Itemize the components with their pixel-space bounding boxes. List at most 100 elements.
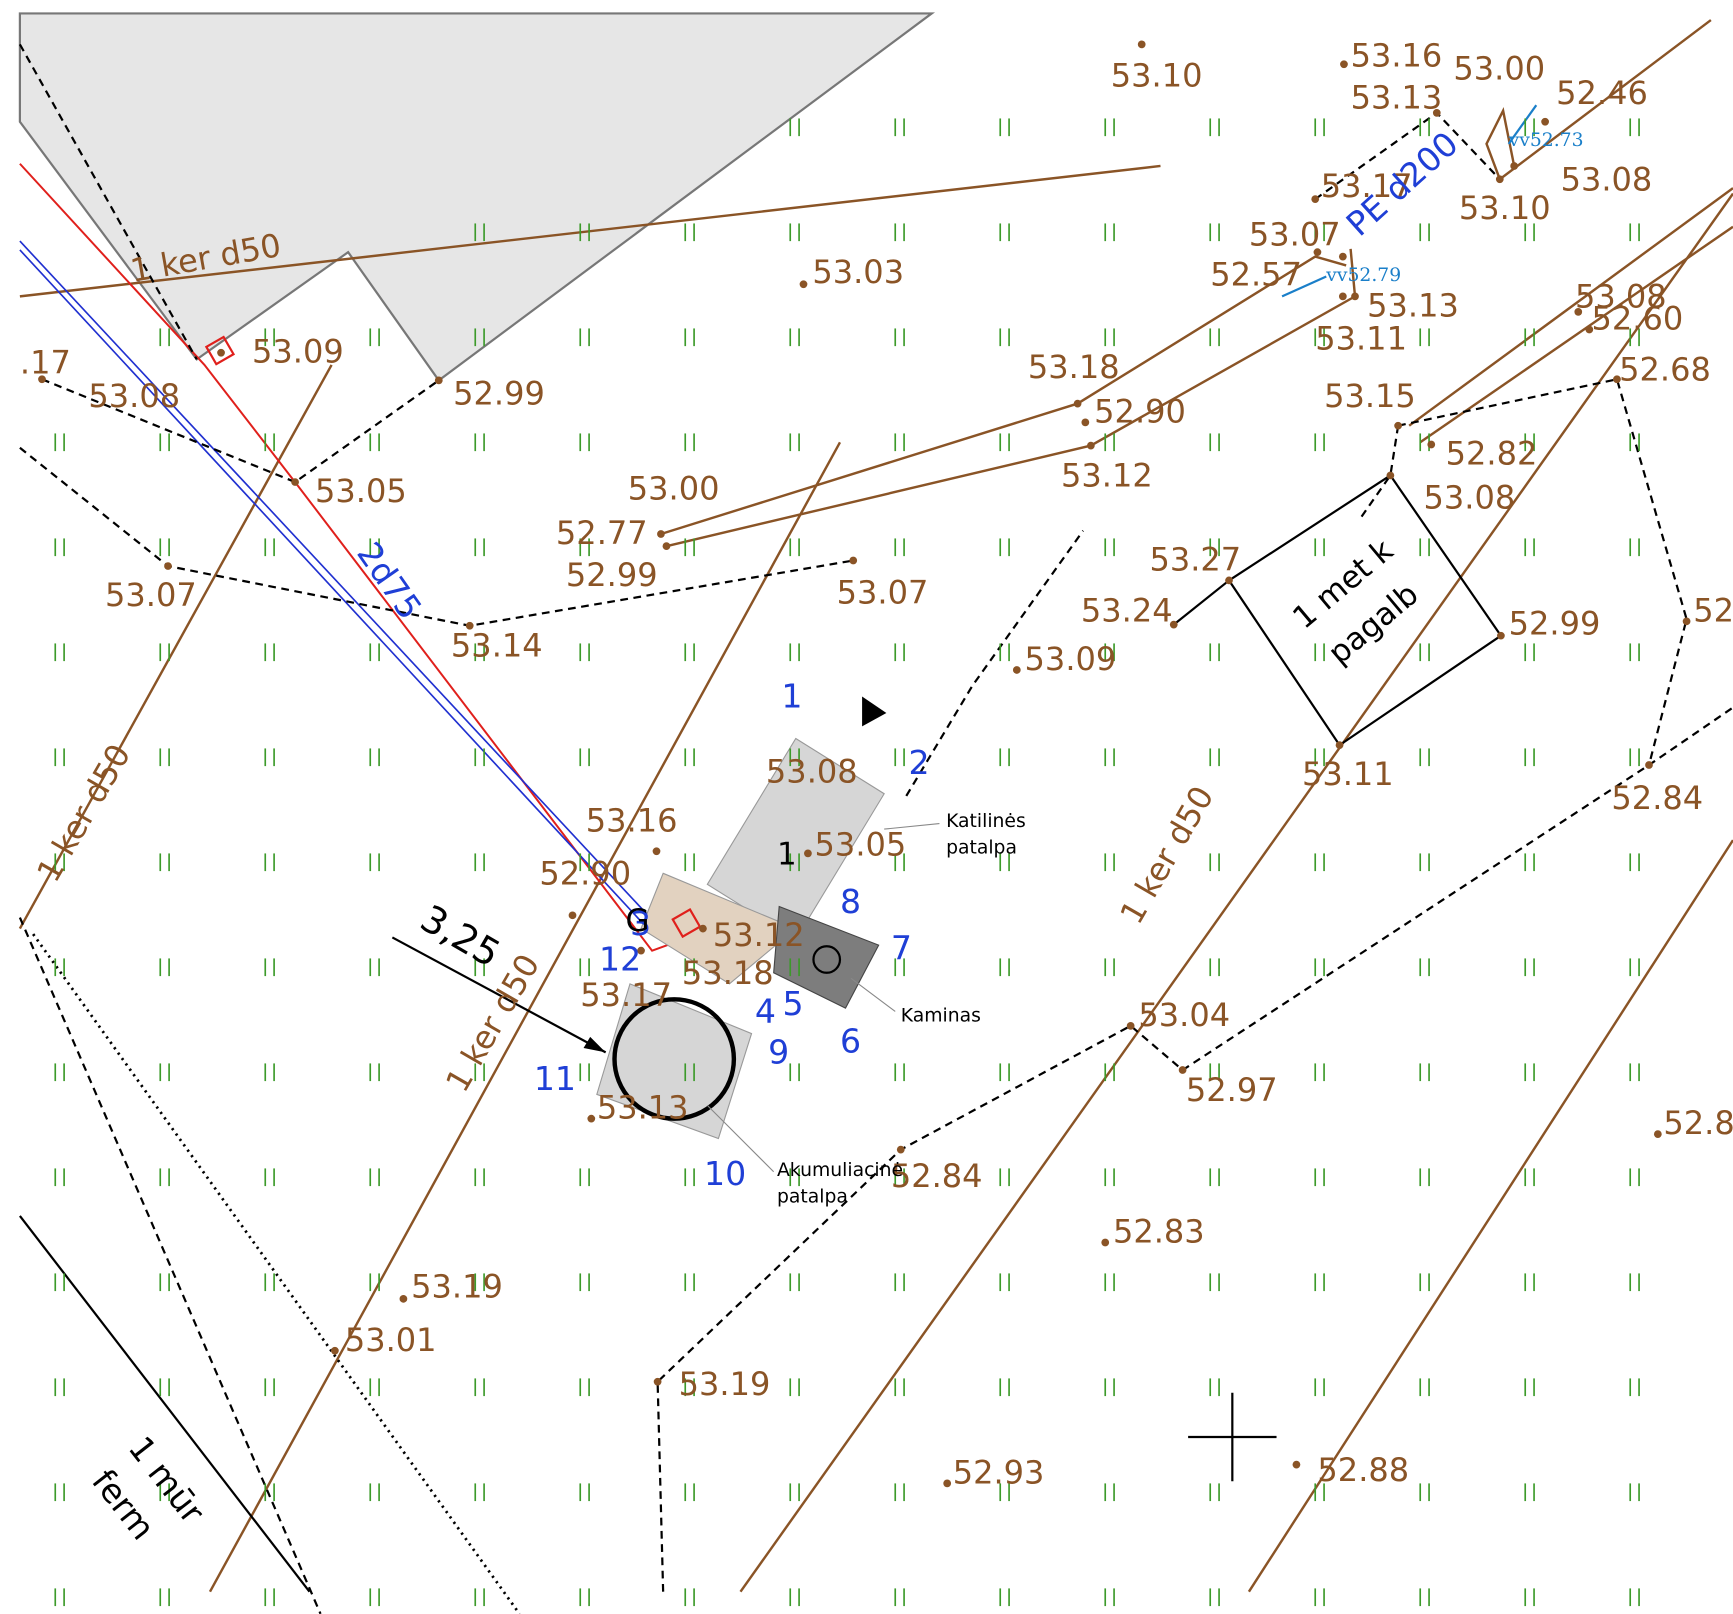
survey-point bbox=[804, 850, 812, 858]
elevation-label: 53.05 bbox=[315, 472, 407, 510]
elevation-label: 52.99 bbox=[1509, 605, 1601, 643]
elevation-label: 53.03 bbox=[812, 253, 904, 291]
elevation-label: 53.17 bbox=[580, 976, 672, 1014]
survey-point bbox=[657, 530, 665, 538]
point-number: 12 bbox=[599, 940, 641, 979]
survey-point bbox=[800, 280, 808, 288]
elevation-label: 53.14 bbox=[451, 627, 543, 665]
elevation-label: 53.27 bbox=[1149, 540, 1241, 578]
survey-point bbox=[1339, 253, 1347, 261]
elevation-label: 53.19 bbox=[679, 1365, 771, 1403]
survey-point bbox=[1336, 741, 1344, 749]
elevation-label: 53.09 bbox=[252, 333, 344, 371]
elevation-label: 53.12 bbox=[1061, 456, 1153, 494]
elevation-label: 53.05 bbox=[815, 826, 907, 864]
survey-point bbox=[1387, 472, 1395, 480]
survey-point bbox=[663, 542, 671, 550]
survey-point bbox=[1101, 1239, 1109, 1247]
survey-point bbox=[1394, 422, 1402, 430]
survey-point bbox=[1314, 248, 1322, 256]
survey-point bbox=[587, 1115, 595, 1123]
point-number: 2 bbox=[908, 743, 929, 782]
survey-point bbox=[331, 1347, 339, 1355]
elevation-label: .17 bbox=[20, 344, 71, 382]
elevation-label: 53.13 bbox=[1351, 78, 1443, 116]
elevation-label: 53.12 bbox=[713, 916, 805, 954]
elevation-label: 52.90 bbox=[539, 854, 631, 892]
survey-point bbox=[1293, 1461, 1301, 1469]
survey-point bbox=[1087, 442, 1095, 450]
elevation-label: 53.18 bbox=[1028, 348, 1120, 386]
survey-point bbox=[400, 1295, 408, 1303]
room-number: 1 bbox=[777, 836, 797, 872]
point-number: 4 bbox=[755, 992, 776, 1031]
room-label: patalpa bbox=[777, 1187, 848, 1208]
elevation-label: 53.08 bbox=[1424, 479, 1516, 517]
survey-point bbox=[1339, 293, 1347, 301]
elevation-label: 53.00 bbox=[1453, 50, 1545, 88]
valve-label: vv52.73 bbox=[1508, 130, 1584, 151]
elevation-label: 53.08 bbox=[88, 377, 180, 415]
elevation-label: 52 bbox=[1693, 591, 1733, 629]
elevation-label: 52.88 bbox=[1317, 1451, 1409, 1489]
survey-point bbox=[1496, 175, 1504, 183]
elevation-label: 53.04 bbox=[1138, 996, 1230, 1034]
survey-point bbox=[1645, 761, 1653, 769]
point-number: 7 bbox=[891, 929, 912, 968]
survey-point bbox=[1654, 1130, 1662, 1138]
survey-point bbox=[569, 911, 577, 919]
elevation-label: 53.00 bbox=[628, 470, 720, 508]
elevation-label: 52.83 bbox=[1113, 1212, 1205, 1250]
survey-point bbox=[699, 925, 707, 933]
elevation-label: 53.07 bbox=[105, 576, 197, 614]
elevation-label: 53.18 bbox=[682, 954, 774, 992]
survey-point bbox=[1510, 162, 1518, 170]
survey-point bbox=[1074, 400, 1082, 408]
elevation-label: 52.90 bbox=[1094, 392, 1186, 430]
survey-point bbox=[1127, 1022, 1135, 1030]
elevation-label: 52.8 bbox=[1663, 1104, 1733, 1142]
elevation-label: 52.60 bbox=[1592, 300, 1684, 338]
elevation-label: 53.08 bbox=[1561, 160, 1653, 198]
point-number: 11 bbox=[534, 1059, 576, 1098]
elevation-label: 53.11 bbox=[1315, 319, 1407, 357]
survey-point bbox=[1081, 419, 1089, 427]
elevation-label: 52.84 bbox=[891, 1157, 983, 1195]
elevation-label: 53.07 bbox=[1249, 216, 1341, 254]
page: {"elevations":["53.10","53.16","53.13","… bbox=[0, 0, 1733, 1614]
survey-point bbox=[217, 349, 225, 357]
elevation-label: 52.99 bbox=[453, 375, 545, 413]
elevation-label: 53.24 bbox=[1081, 591, 1173, 629]
elevation-label: 53.15 bbox=[1324, 377, 1416, 415]
elevation-label: 52.77 bbox=[556, 514, 648, 552]
elevation-label: 53.08 bbox=[766, 753, 858, 791]
survey-point bbox=[1311, 195, 1319, 203]
elevation-label: 53.13 bbox=[597, 1089, 689, 1127]
elevation-label: 53.09 bbox=[1025, 640, 1117, 678]
room-label: patalpa bbox=[946, 837, 1017, 858]
point-number: 9 bbox=[768, 1032, 789, 1071]
survey-point bbox=[1340, 60, 1348, 68]
survey-point bbox=[291, 478, 299, 486]
elevation-label: 52.84 bbox=[1611, 779, 1703, 817]
site-plan: 53.1053.1653.1353.0052.4653.0853.1053.17… bbox=[0, 0, 1733, 1614]
survey-point bbox=[1541, 118, 1549, 126]
survey-point bbox=[1497, 632, 1505, 640]
elevation-label: 52.57 bbox=[1210, 255, 1302, 293]
elevation-label: 53.10 bbox=[1459, 189, 1551, 227]
survey-point bbox=[164, 562, 172, 570]
survey-point bbox=[897, 1146, 905, 1154]
survey-point bbox=[1683, 617, 1691, 625]
marker: G bbox=[626, 903, 650, 939]
room-label: Akumuliacinė bbox=[777, 1160, 903, 1181]
elevation-label: 52.68 bbox=[1619, 350, 1711, 388]
elevation-label: 53.10 bbox=[1111, 56, 1203, 94]
survey-point bbox=[653, 847, 661, 855]
point-number: 5 bbox=[783, 984, 804, 1023]
elevation-label: 53.16 bbox=[1351, 36, 1443, 74]
elevation-label: 52.82 bbox=[1446, 434, 1538, 472]
survey-point bbox=[1427, 441, 1435, 449]
elevation-label: 53.16 bbox=[586, 801, 678, 839]
point-number: 10 bbox=[704, 1154, 746, 1193]
elevation-label: 53.07 bbox=[837, 574, 929, 612]
